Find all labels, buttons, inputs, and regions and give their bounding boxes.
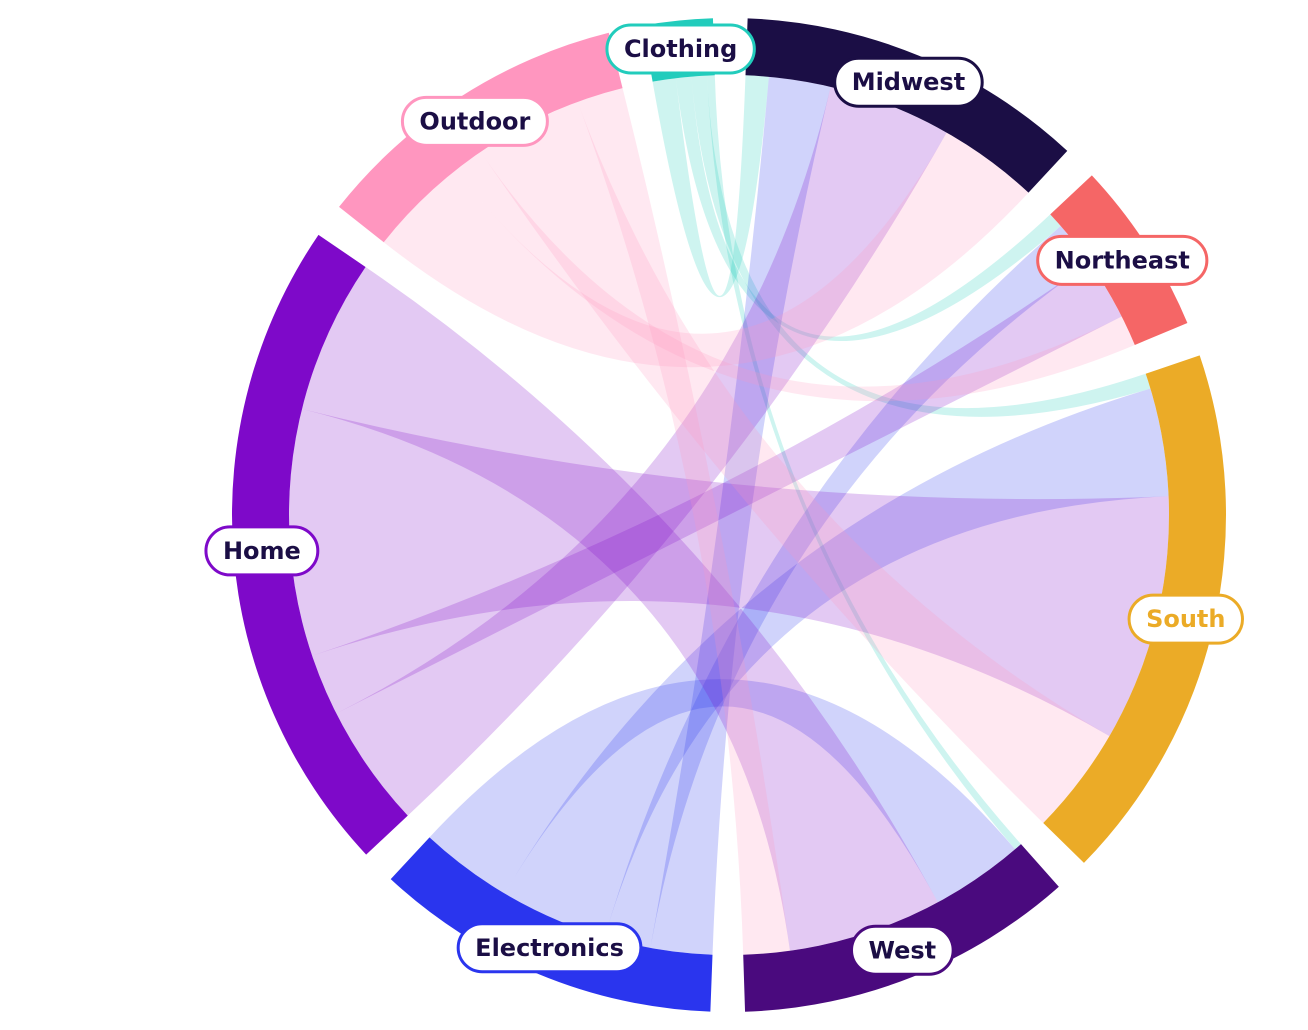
node-label-text: Home — [223, 537, 301, 565]
ribbon — [429, 679, 1016, 903]
node-label: Outdoor — [400, 95, 549, 147]
ribbon — [652, 75, 769, 298]
node-label: Home — [204, 525, 320, 577]
node-arc — [231, 234, 408, 855]
ribbons — [288, 75, 1169, 955]
ribbon — [480, 101, 1110, 823]
node-label: West — [850, 924, 955, 976]
label-pill — [1036, 234, 1209, 286]
node-arc — [1043, 355, 1226, 863]
node-label-text: Northeast — [1055, 246, 1190, 274]
node-label: Clothing — [605, 23, 756, 75]
node-label-text: West — [869, 936, 937, 964]
ribbon — [504, 388, 1169, 938]
ribbon — [604, 225, 1090, 948]
node-label-text: Outdoor — [419, 107, 530, 135]
ribbon — [288, 409, 1169, 737]
node-label: Midwest — [833, 56, 984, 108]
label-pill — [400, 95, 549, 147]
ribbon — [336, 86, 947, 816]
node-label-text: Clothing — [624, 35, 737, 63]
label-pill — [204, 525, 320, 577]
ribbon — [383, 132, 1029, 368]
label-pill — [1127, 593, 1244, 645]
node-label: Northeast — [1036, 234, 1209, 286]
node-label-text: Electronics — [475, 934, 624, 962]
ribbon — [301, 266, 938, 951]
ribbon — [577, 88, 790, 955]
label-pill — [605, 23, 756, 75]
node-label: Electronics — [456, 922, 643, 974]
label-pill — [850, 924, 955, 976]
ribbon — [650, 76, 831, 955]
label-pill — [456, 922, 643, 974]
label-pill — [833, 56, 984, 108]
ribbon — [312, 262, 1122, 714]
node-label-text: Midwest — [852, 68, 966, 96]
node-label: South — [1127, 593, 1244, 645]
node-label-text: South — [1146, 605, 1225, 633]
